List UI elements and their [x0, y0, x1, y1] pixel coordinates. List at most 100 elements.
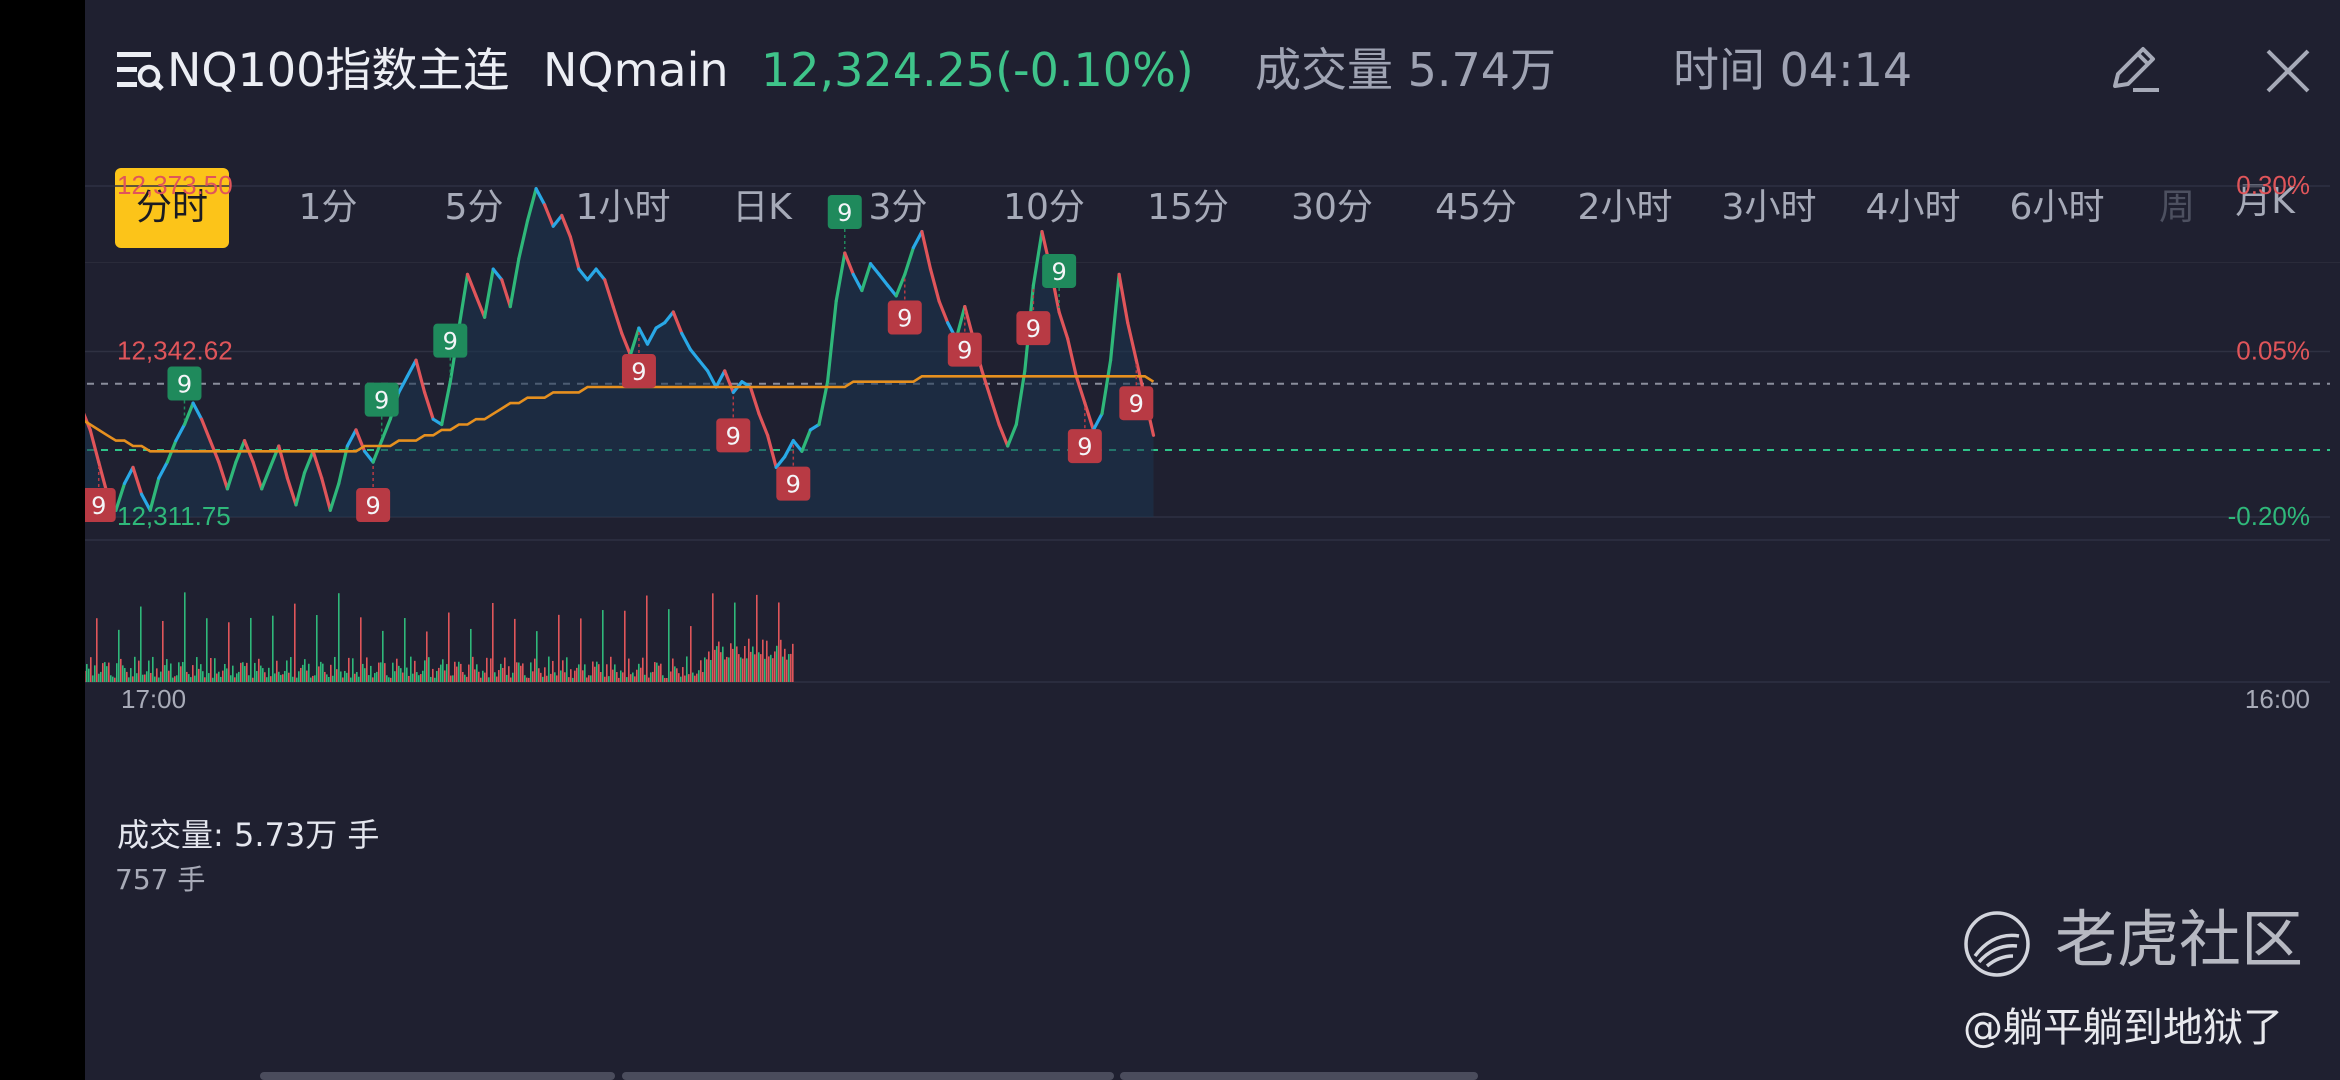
- tab-15min[interactable]: 15分: [1147, 187, 1229, 228]
- volume-bar: [156, 668, 158, 682]
- volume-bar: [116, 663, 118, 682]
- price-line-segment: [663, 310, 675, 325]
- volume-bar: [362, 663, 364, 682]
- volume-bar: [294, 603, 296, 682]
- x-axis-label-start: 17:00: [121, 684, 186, 714]
- volume-bar: [536, 631, 538, 682]
- menu-search-icon[interactable]: [115, 48, 167, 92]
- volume-bar: [534, 658, 536, 682]
- volume-bar: [686, 656, 688, 682]
- intraday-chart[interactable]: 9 9 9 9 9 9 9 9 9 9 9 9 9 9 9 12,373.50 12,342.62 12,311.…: [85, 0, 2340, 1080]
- volume-bar: [702, 672, 704, 682]
- volume-bar: [150, 672, 152, 682]
- volume-bar: [604, 676, 606, 682]
- volume-bar: [526, 677, 528, 682]
- volume-bar: [484, 672, 486, 682]
- tab-3min[interactable]: 3分: [868, 187, 928, 228]
- volume-bar: [480, 677, 482, 682]
- close-icon[interactable]: [2261, 44, 2315, 98]
- volume-bar: [278, 671, 280, 682]
- volume-bar: [178, 662, 180, 682]
- volume-bar: [776, 645, 778, 682]
- volume-bar: [162, 620, 164, 682]
- td-signal-label: 9: [897, 304, 912, 332]
- volume-bar: [146, 671, 148, 682]
- volume-bar: [758, 652, 760, 682]
- volume-bar: [456, 666, 458, 682]
- volume-bar: [100, 671, 102, 682]
- td-signal-badge: [947, 332, 982, 367]
- tab-6hour[interactable]: 6小时: [2009, 187, 2105, 228]
- volume-bar: [698, 670, 700, 682]
- volume-bar: [402, 672, 404, 682]
- tab-weekly[interactable]: 周: [2158, 187, 2195, 228]
- volume-bar: [496, 676, 498, 682]
- volume-bar: [192, 665, 194, 682]
- volume-bar: [152, 656, 154, 682]
- volume-bar: [372, 677, 374, 682]
- volume-max-label: 757 手: [115, 863, 206, 896]
- volume-bar: [612, 669, 614, 682]
- price-line-segment: [860, 262, 873, 293]
- volume-bar: [236, 673, 238, 682]
- price-line-segment: [774, 455, 787, 469]
- volume-bar: [516, 662, 518, 682]
- tab-1hour[interactable]: 1小时: [575, 187, 671, 228]
- volume-bar: [596, 661, 598, 682]
- tab-10min[interactable]: 10分: [1003, 187, 1085, 228]
- volume-bar: [482, 670, 484, 682]
- volume-bar: [124, 668, 126, 682]
- td-signal-label: 9: [374, 387, 389, 415]
- volume-bar: [218, 671, 220, 682]
- edit-icon[interactable]: [2105, 42, 2165, 98]
- tab-3hour[interactable]: 3小时: [1721, 187, 1817, 228]
- volume-bar: [664, 677, 666, 682]
- price-line-segment: [628, 326, 641, 357]
- tab-daily[interactable]: 日K: [732, 187, 792, 228]
- volume-bar: [428, 657, 430, 682]
- tab-intraday[interactable]: 分时: [115, 168, 229, 248]
- volume-bar: [332, 675, 334, 682]
- tab-2hour[interactable]: 2小时: [1577, 187, 1673, 228]
- volume-bar: [180, 666, 182, 682]
- tab-30min[interactable]: 30分: [1291, 187, 1373, 228]
- volume-bar: [138, 660, 140, 682]
- volume-bar: [514, 618, 516, 682]
- volume-bar: [662, 675, 664, 682]
- price-area: [85, 188, 1154, 517]
- td-signal-sell: 9: [947, 310, 982, 367]
- volume-bar: [670, 671, 672, 682]
- y-axis-left-label: 12,342.62: [117, 336, 233, 366]
- volume-bar: [774, 651, 776, 682]
- volume-bar: [696, 673, 698, 682]
- price-line-segment: [851, 272, 864, 293]
- volume-bar: [528, 677, 530, 682]
- price-line-segment: [834, 251, 847, 303]
- volume-bar: [404, 618, 406, 682]
- volume-bar: [114, 677, 116, 682]
- volume-bar: [166, 659, 168, 682]
- volume-bar: [760, 654, 762, 682]
- volume-bar: [252, 677, 254, 682]
- volume-bar: [738, 654, 740, 682]
- volume-bar: [216, 673, 218, 682]
- volume-bar: [634, 676, 636, 682]
- tab-4hour[interactable]: 4小时: [1865, 187, 1961, 228]
- volume-bar: [756, 594, 758, 682]
- tab-monthly[interactable]: 月K: [2235, 181, 2295, 222]
- volume-bar: [790, 653, 792, 682]
- tab-45min[interactable]: 45分: [1435, 187, 1517, 228]
- td-signal-badge: [167, 366, 202, 401]
- volume-bar: [746, 658, 748, 682]
- td-signal-badge: [887, 300, 922, 335]
- y-axis-right-label: -0.20%: [2228, 501, 2310, 531]
- volume-bar: [446, 664, 448, 682]
- volume-bar: [706, 659, 708, 682]
- tab-5min[interactable]: 5分: [444, 187, 504, 228]
- volume-bar: [298, 671, 300, 682]
- tab-1min[interactable]: 1分: [298, 187, 358, 228]
- y-axis-right-label: 0.30%: [2236, 170, 2310, 200]
- volume-bar: [308, 663, 310, 682]
- volume-bar: [92, 675, 94, 682]
- average-price-line: [85, 375, 1155, 453]
